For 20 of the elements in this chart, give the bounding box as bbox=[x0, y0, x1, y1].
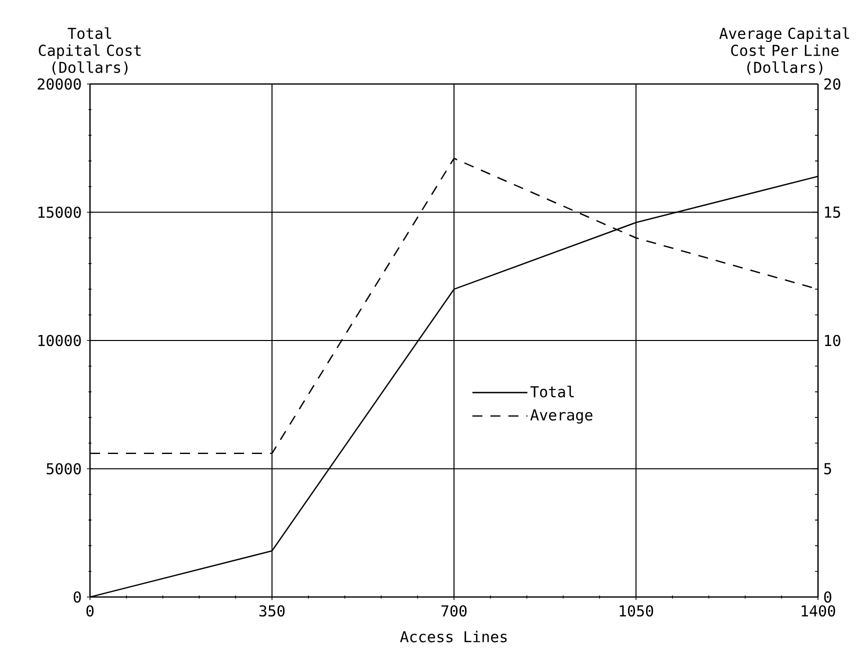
y-tick-label: 20000 bbox=[38, 78, 81, 90]
legend-label: Total bbox=[530, 386, 574, 398]
y2-tick-label: 0 bbox=[824, 591, 832, 603]
y-tick-label: 10000 bbox=[38, 334, 81, 346]
y2-tick-label: 10 bbox=[825, 334, 840, 346]
x-tick-label: 1400 bbox=[802, 605, 836, 617]
x-axis-title: Access Lines bbox=[400, 630, 507, 642]
y-tick-label: 5000 bbox=[46, 463, 81, 474]
y2-axis-title: Average Capital Cost Per Line (Dollars) bbox=[719, 27, 850, 75]
x-tick-label: 1050 bbox=[620, 605, 654, 617]
y2-tick-label: 5 bbox=[824, 463, 832, 474]
legend-label: Average bbox=[530, 409, 592, 424]
y-tick-label: 0 bbox=[74, 591, 81, 603]
y-axis-title: Total Capital Cost (Dollars) bbox=[38, 27, 141, 75]
y2-tick-label: 20 bbox=[824, 78, 840, 90]
x-tick-label: 0 bbox=[86, 605, 94, 617]
y2-tick-label: 15 bbox=[825, 206, 840, 218]
x-tick-label: 700 bbox=[441, 605, 467, 617]
y-tick-label: 15000 bbox=[38, 206, 81, 218]
x-tick-label: 350 bbox=[259, 605, 285, 617]
